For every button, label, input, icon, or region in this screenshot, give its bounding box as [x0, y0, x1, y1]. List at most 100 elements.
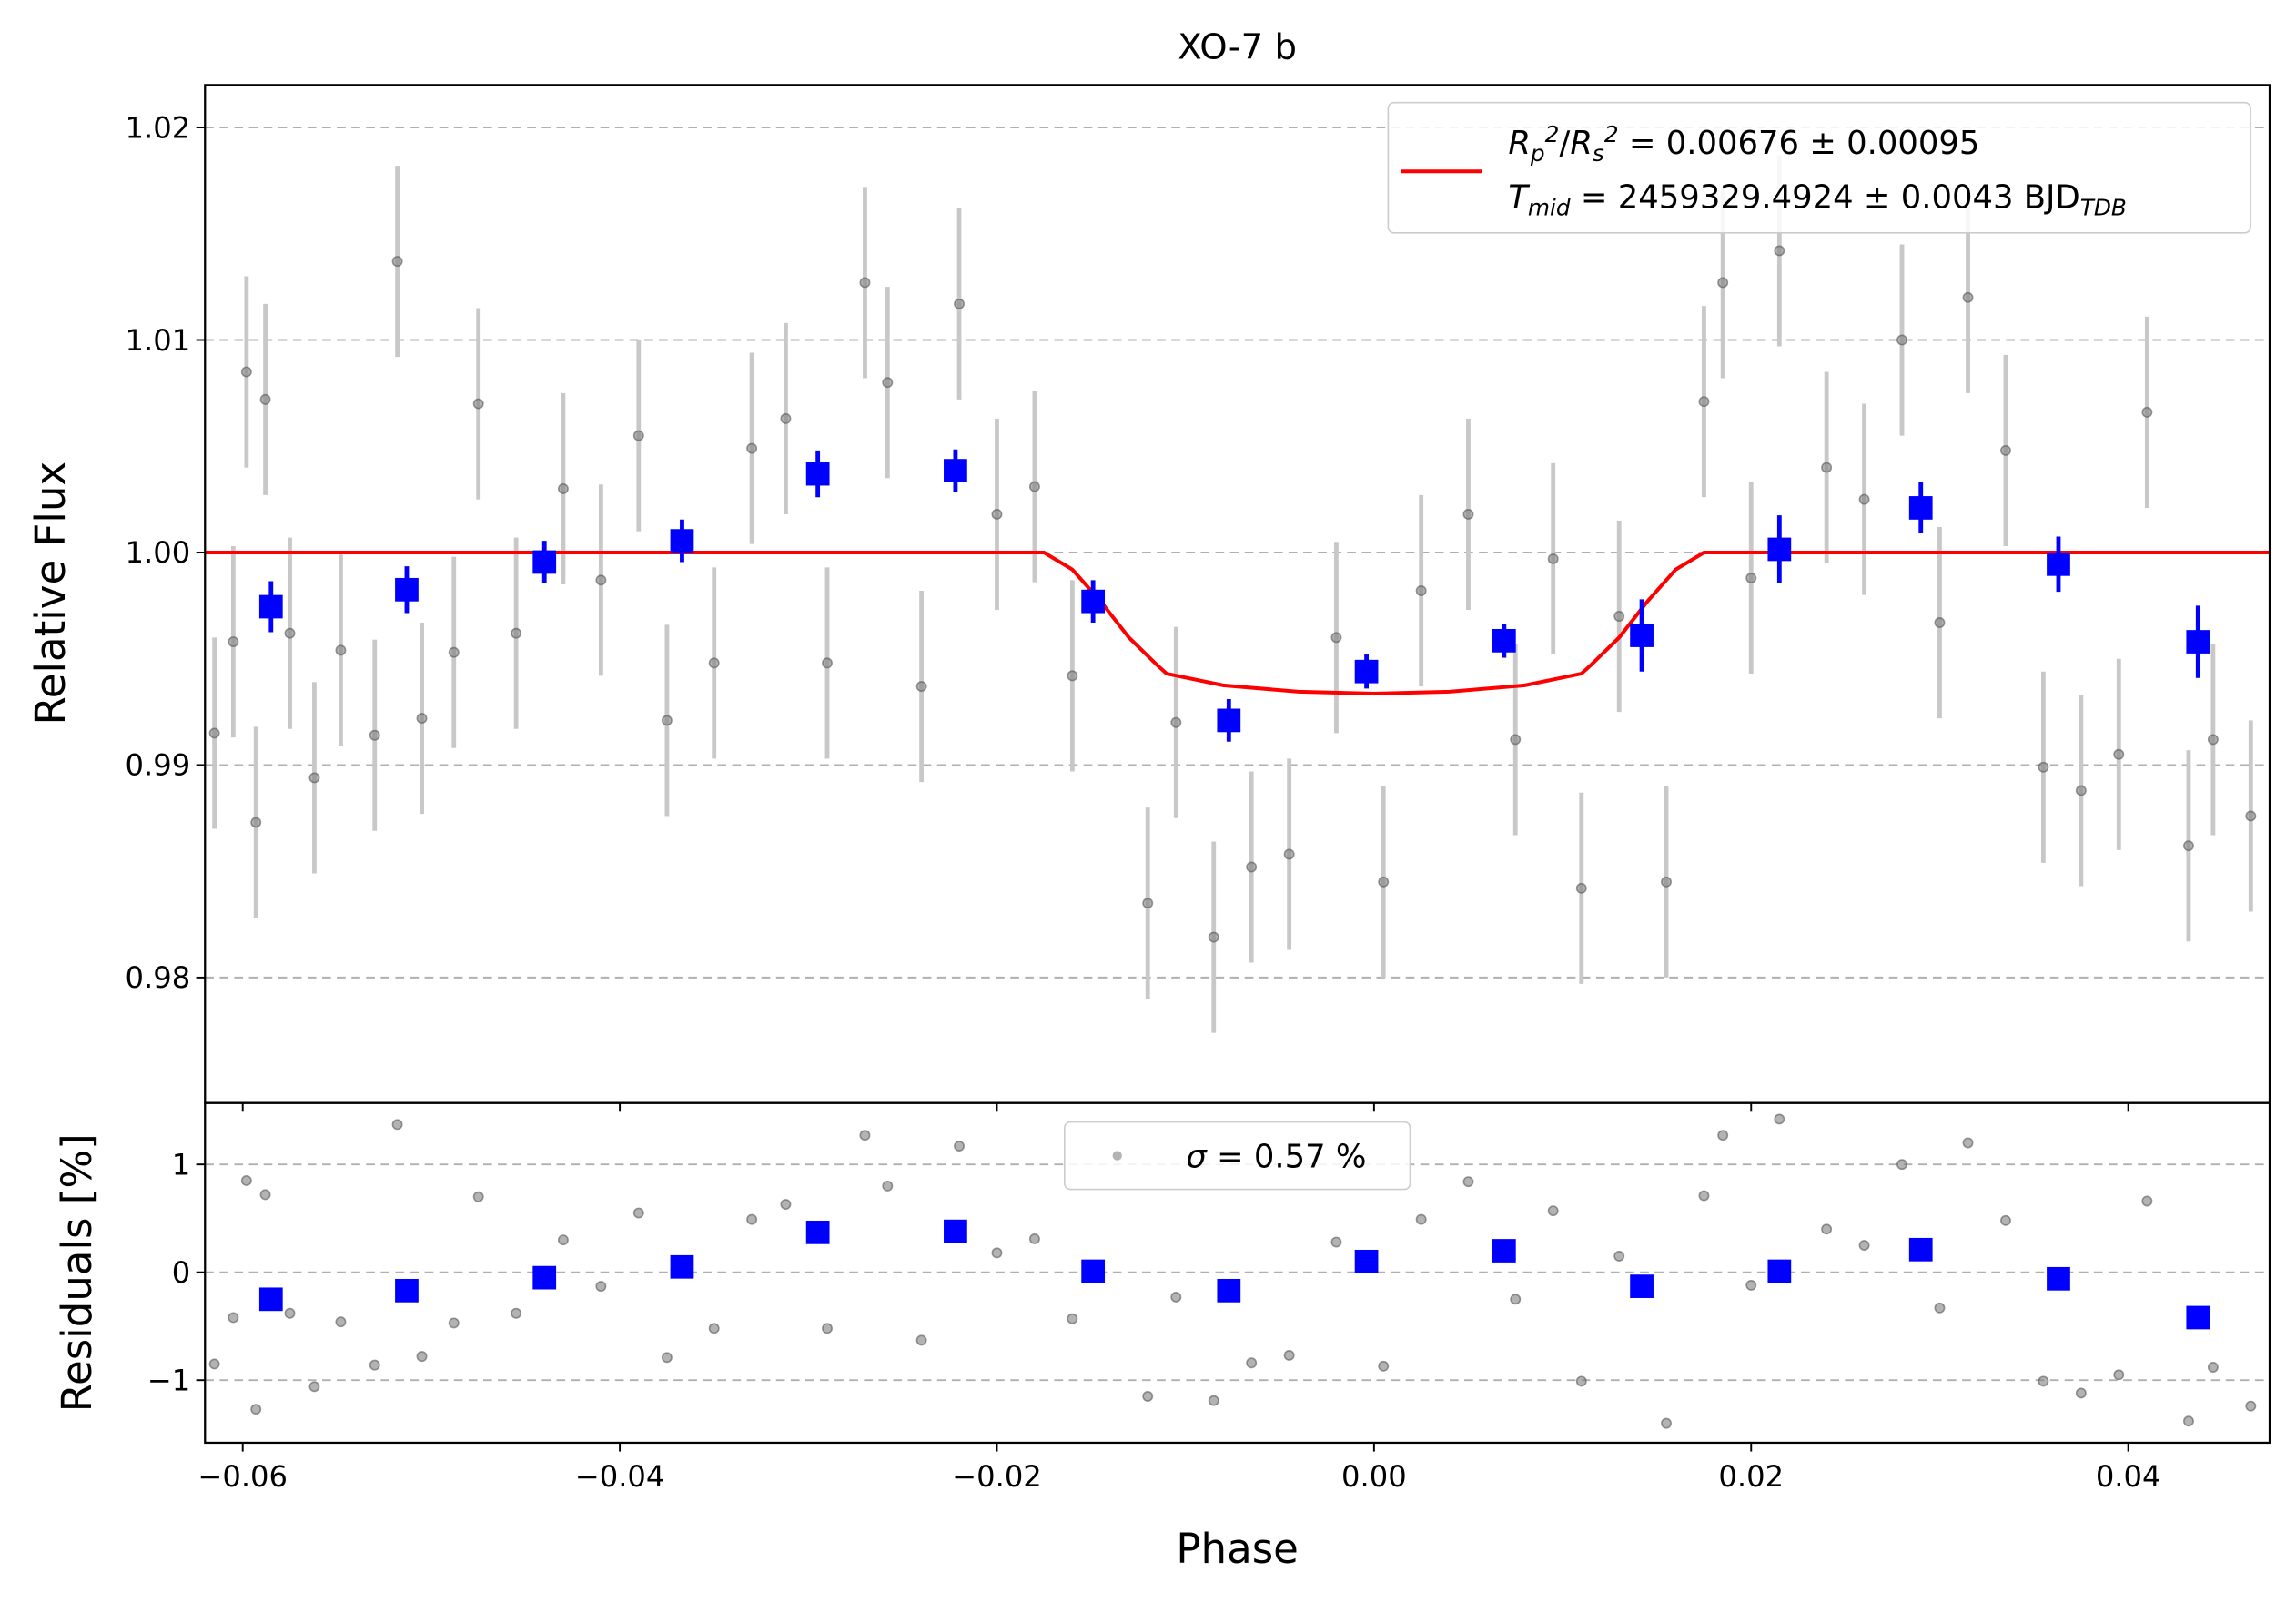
binned-point	[1908, 1237, 1933, 1262]
data-point	[1717, 1130, 1729, 1141]
data-point	[595, 1281, 607, 1293]
data-point	[416, 1351, 428, 1363]
data-point	[284, 1307, 296, 1319]
data-point	[882, 377, 894, 389]
data-point	[2141, 1195, 2153, 1207]
legend-marker	[1112, 1151, 1122, 1161]
binned-point	[1767, 537, 1792, 562]
data-point	[882, 1180, 894, 1192]
axes-frame	[204, 1101, 2271, 1445]
binned-point	[805, 462, 830, 486]
data-point	[228, 636, 239, 647]
data-point	[1698, 396, 1710, 408]
data-point	[2113, 748, 2125, 760]
data-point	[1208, 931, 1219, 943]
binned-point	[532, 550, 557, 574]
binned-point	[2186, 1305, 2210, 1330]
data-point	[1962, 1137, 1974, 1149]
binned-point	[2186, 630, 2210, 654]
data-point	[1745, 1279, 1757, 1291]
legend-label: σ = 0.57 %	[1186, 1138, 1366, 1175]
data-point	[448, 1317, 460, 1329]
binned-point	[395, 1278, 419, 1303]
legend-text-part: p	[1530, 140, 1545, 167]
y-tick-label: 0.98	[126, 960, 191, 995]
binned-point	[532, 1265, 557, 1290]
binned-point	[805, 1220, 830, 1244]
data-point	[822, 1323, 833, 1334]
data-point	[1067, 1313, 1078, 1324]
data-point	[1028, 1233, 1040, 1244]
binned-point	[1217, 1278, 1241, 1303]
data-point	[746, 442, 758, 454]
data-point	[335, 1316, 347, 1328]
y-tick-label: 1.01	[126, 323, 191, 358]
y-axis-label: Residuals [%]	[53, 1133, 101, 1412]
data-point	[228, 1312, 239, 1324]
data-point	[1246, 1357, 1258, 1369]
x-tick-label: −0.06	[197, 1459, 288, 1494]
data-point	[250, 1404, 262, 1415]
data-point	[954, 298, 965, 309]
data-point	[2000, 444, 2011, 456]
data-point	[954, 1141, 965, 1152]
data-point	[632, 430, 644, 441]
data-point	[1378, 1360, 1390, 1372]
data-point	[1613, 611, 1625, 622]
data-point	[595, 574, 607, 586]
y-axis-label: Relative Flux	[26, 462, 75, 725]
data-point	[250, 817, 262, 828]
data-point	[1170, 716, 1182, 728]
x-tick-label: 0.02	[1718, 1459, 1784, 1494]
data-point	[708, 1323, 720, 1334]
legend-text-part: T	[1508, 179, 1530, 217]
data-point	[2182, 840, 2194, 852]
binned-point	[1630, 1274, 1654, 1298]
legend-text-part: mid	[1528, 195, 1571, 221]
legend-text-part: = 2459329.4924 ± 0.0043 BJD	[1571, 179, 2080, 217]
data-point	[1462, 1176, 1474, 1188]
data-point	[208, 1358, 220, 1370]
binned-point	[670, 1254, 694, 1279]
data-point	[1170, 1292, 1182, 1303]
data-point	[259, 1189, 271, 1201]
data-point	[1896, 1159, 1907, 1171]
binned-point	[1081, 589, 1106, 614]
legend-text-part: σ	[1186, 1138, 1208, 1175]
binned-point	[395, 577, 419, 602]
data-point	[2245, 1400, 2257, 1412]
binned-point	[1630, 624, 1654, 647]
data-point	[1745, 573, 1757, 583]
binned-point	[1908, 496, 1933, 520]
binned-point	[1492, 628, 1516, 653]
data-point	[1415, 585, 1427, 596]
data-point	[1821, 1223, 1833, 1235]
data-point	[991, 1247, 1003, 1259]
legend-text-part: s	[1593, 140, 1604, 167]
data-point	[1246, 861, 1258, 873]
legend-text-part: 2	[1545, 121, 1560, 147]
binned-point	[944, 1219, 967, 1243]
legend-text-part: /	[1559, 125, 1570, 162]
legend-label: Rp2/Rs2 = 0.00676 ± 0.00095	[1508, 121, 1979, 167]
data-point	[1283, 848, 1295, 860]
data-point	[2207, 734, 2219, 746]
data-point	[780, 412, 792, 424]
data-point	[708, 657, 720, 669]
legend-box	[1063, 1121, 1411, 1191]
legend-text-part: = 0.00676 ± 0.00095	[1619, 125, 1980, 162]
data-point	[240, 1175, 252, 1186]
data-point	[859, 277, 871, 289]
data-point	[1547, 553, 1559, 564]
legend-text-part: = 0.57 %	[1207, 1138, 1367, 1175]
data-point	[2075, 1387, 2087, 1399]
data-point	[1774, 1113, 1785, 1125]
data-point	[416, 713, 428, 725]
data-point	[1896, 334, 1907, 346]
x-tick-label: 0.00	[1341, 1459, 1407, 1494]
data-point	[369, 1359, 380, 1371]
data-point	[1821, 462, 1833, 473]
data-point	[915, 1334, 927, 1346]
data-point	[915, 681, 927, 693]
